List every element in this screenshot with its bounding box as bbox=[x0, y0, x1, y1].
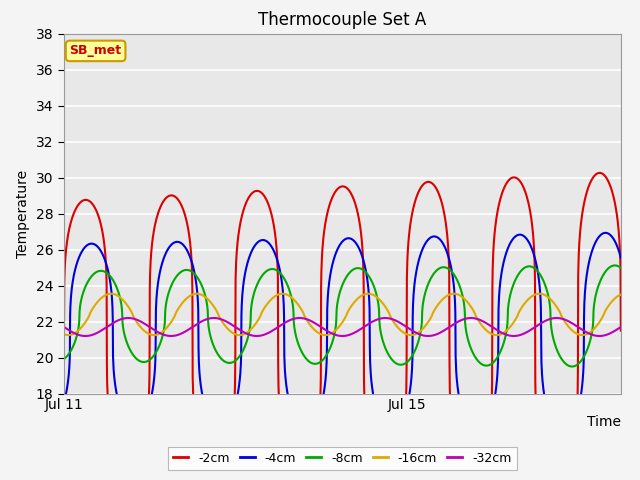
Text: Time: Time bbox=[587, 415, 621, 429]
Y-axis label: Temperature: Temperature bbox=[16, 169, 30, 258]
Text: SB_met: SB_met bbox=[70, 44, 122, 58]
Legend: -2cm, -4cm, -8cm, -16cm, -32cm: -2cm, -4cm, -8cm, -16cm, -32cm bbox=[168, 447, 516, 469]
Title: Thermocouple Set A: Thermocouple Set A bbox=[259, 11, 426, 29]
